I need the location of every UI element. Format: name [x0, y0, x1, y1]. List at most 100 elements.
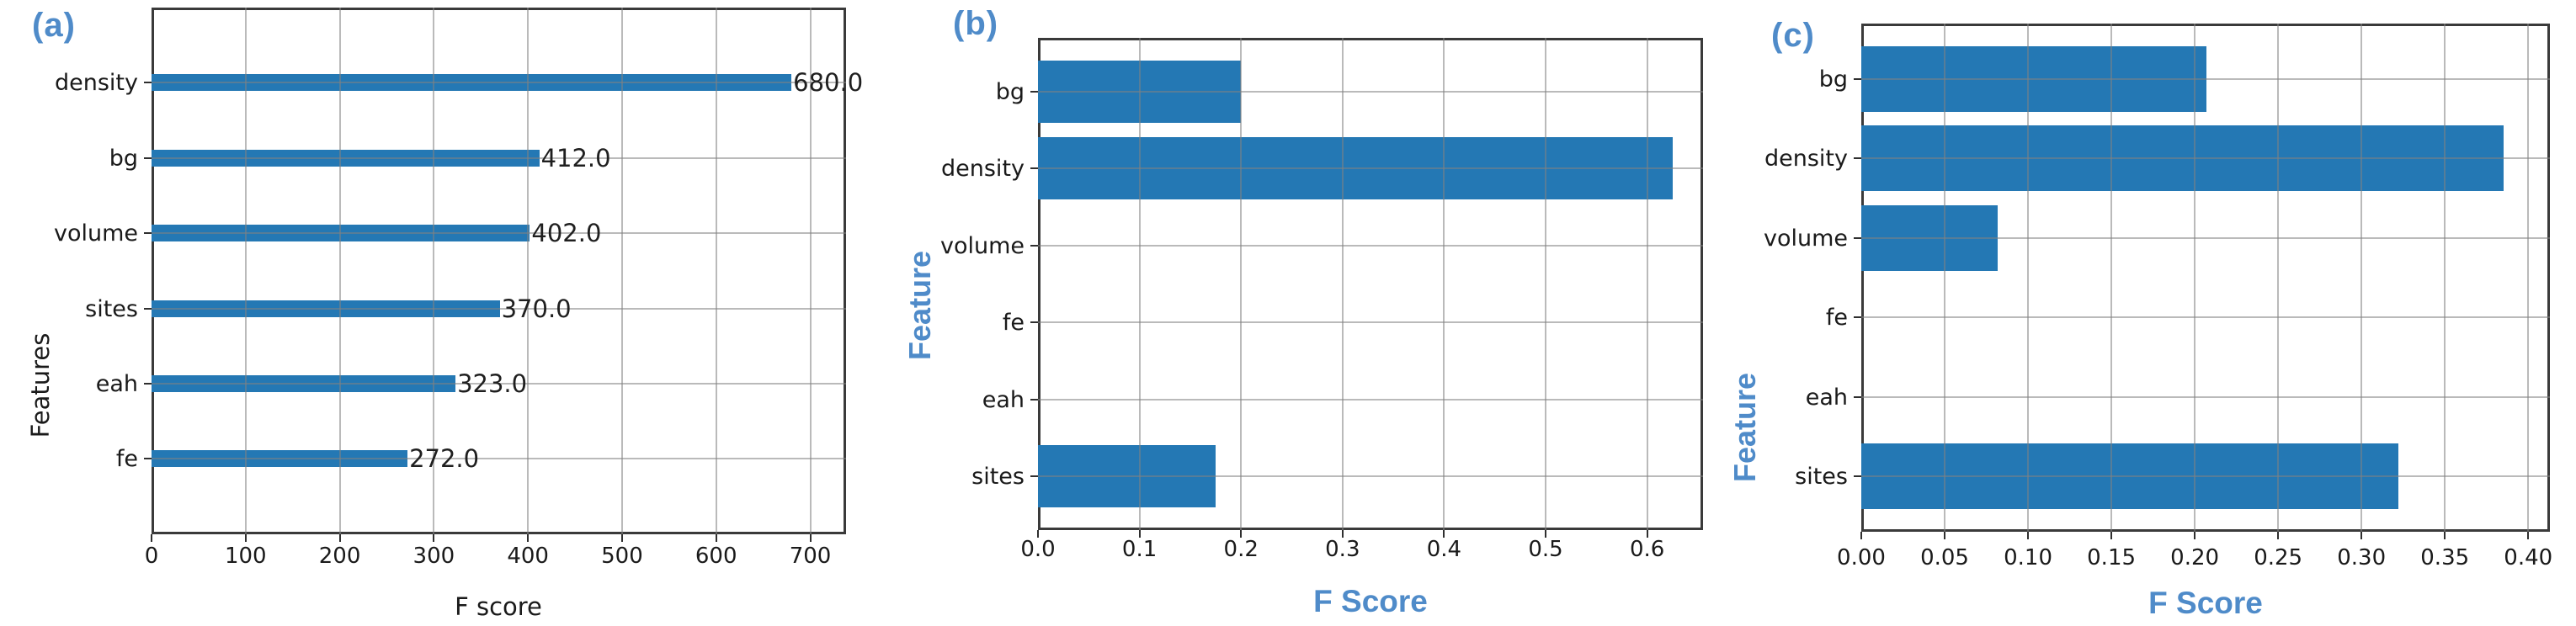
x-tick-mark	[1545, 530, 1547, 538]
x-tick-label: 0.25	[2254, 545, 2303, 570]
category-label-sites: sites	[1795, 464, 1848, 490]
bar-value-label: 412.0	[540, 143, 611, 172]
category-label-fe: fe	[1002, 310, 1025, 337]
y-tick-mark	[1030, 244, 1038, 247]
gridline-vertical	[2194, 24, 2196, 532]
gridline-horizontal	[1038, 91, 1703, 93]
x-tick-mark	[1138, 530, 1141, 538]
y-tick-mark	[1030, 398, 1038, 401]
category-label-density: density	[55, 70, 138, 97]
gridline-horizontal	[152, 232, 846, 235]
category-label-density: density	[1764, 146, 1848, 172]
gridline-vertical	[1443, 38, 1445, 530]
category-label-fe: fe	[115, 446, 138, 473]
category-label-sites: sites	[85, 295, 138, 322]
gridline-vertical	[1545, 38, 1547, 530]
gridline-horizontal	[1861, 316, 2550, 319]
category-label-eah: eah	[95, 371, 138, 397]
x-tick-label: 0.35	[2420, 545, 2470, 570]
y-tick-mark	[144, 383, 152, 385]
gridline-vertical	[2277, 24, 2280, 532]
x-tick-label: 600	[695, 544, 737, 569]
gridline-horizontal	[1861, 475, 2550, 477]
x-tick-label: 0.0	[1020, 537, 1056, 562]
x-tick-label: 0.1	[1121, 537, 1158, 562]
gridline-vertical	[1646, 38, 1648, 530]
panel-a-plot-area	[152, 8, 846, 534]
gridline-horizontal	[1861, 236, 2550, 239]
x-tick-mark	[1944, 532, 1946, 539]
category-label-bg: bg	[1818, 66, 1848, 93]
panel-c-tag: (c)	[1771, 17, 1815, 54]
bar-value-label: 370.0	[501, 294, 572, 323]
gridline-vertical	[2110, 24, 2113, 532]
x-tick-label: 0.20	[2170, 545, 2220, 570]
gridline-vertical	[244, 8, 247, 534]
x-tick-mark	[1860, 532, 1862, 539]
bar-value-label: 272.0	[409, 444, 480, 474]
gridline-horizontal	[1861, 395, 2550, 398]
y-tick-mark	[1854, 157, 1861, 160]
x-tick-label: 700	[789, 544, 832, 569]
x-tick-label: 0.3	[1325, 537, 1360, 562]
x-tick-mark	[715, 534, 717, 542]
panel-b: (b) Feature F Score 0.0 0.1 0.2 0.3 0.4 0.5 0.…	[859, 0, 1717, 626]
gridline-horizontal	[152, 82, 846, 84]
x-tick-mark	[1341, 530, 1344, 538]
gridline-horizontal	[1861, 78, 2550, 80]
x-tick-mark	[338, 534, 341, 542]
category-label-fe: fe	[1825, 305, 1848, 332]
gridline-horizontal	[1038, 321, 1703, 324]
x-tick-mark	[2527, 532, 2530, 539]
x-tick-label: 100	[224, 544, 267, 569]
category-label-volume: volume	[53, 220, 138, 247]
x-tick-mark	[433, 534, 435, 542]
gridline-horizontal	[152, 307, 846, 310]
panel-b-tag: (b)	[953, 5, 999, 42]
y-tick-mark	[1854, 475, 1861, 477]
x-tick-label: 0.40	[2504, 545, 2553, 570]
x-tick-mark	[2027, 532, 2030, 539]
panel-a-tag: (a)	[32, 7, 76, 44]
gridline-vertical	[715, 8, 717, 534]
gridline-vertical	[2027, 24, 2030, 532]
y-tick-mark	[1854, 236, 1861, 239]
category-label-volume: volume	[939, 232, 1025, 259]
x-tick-mark	[1646, 530, 1648, 538]
x-tick-label: 0.4	[1426, 537, 1462, 562]
gridline-vertical	[338, 8, 341, 534]
x-tick-label: 0.30	[2337, 545, 2387, 570]
gridline-vertical	[2360, 24, 2363, 532]
panel-a: (a) Features F score 0 100 200 300 400 500 600…	[0, 0, 863, 626]
x-tick-label: 300	[412, 544, 455, 569]
y-tick-mark	[1854, 316, 1861, 319]
y-tick-mark	[1854, 78, 1861, 80]
gridline-vertical	[620, 8, 623, 534]
y-tick-mark	[1854, 395, 1861, 398]
gridline-horizontal	[1038, 244, 1703, 247]
x-tick-mark	[620, 534, 623, 542]
y-tick-mark	[1030, 321, 1038, 324]
gridline-vertical	[527, 8, 530, 534]
gridline-horizontal	[152, 458, 846, 460]
x-tick-mark	[244, 534, 247, 542]
x-tick-mark	[1240, 530, 1243, 538]
category-label-density: density	[941, 156, 1025, 183]
gridline-horizontal	[152, 383, 846, 385]
x-tick-mark	[151, 534, 152, 542]
gridline-vertical	[2527, 24, 2530, 532]
panel-b-x-axis-label: F Score	[1313, 584, 1428, 618]
bar-value-label: 680.0	[793, 68, 864, 98]
y-tick-mark	[144, 458, 152, 460]
gridline-horizontal	[1861, 157, 2550, 160]
gridline-vertical	[1240, 38, 1243, 530]
x-tick-label: 0.5	[1528, 537, 1563, 562]
x-tick-label: 500	[601, 544, 643, 569]
x-tick-mark	[2194, 532, 2196, 539]
x-tick-mark	[1037, 530, 1039, 538]
x-tick-label: 0.05	[1920, 545, 1969, 570]
bar-value-label: 402.0	[531, 219, 602, 248]
gridline-vertical	[2444, 24, 2446, 532]
gridline-vertical	[433, 8, 435, 534]
